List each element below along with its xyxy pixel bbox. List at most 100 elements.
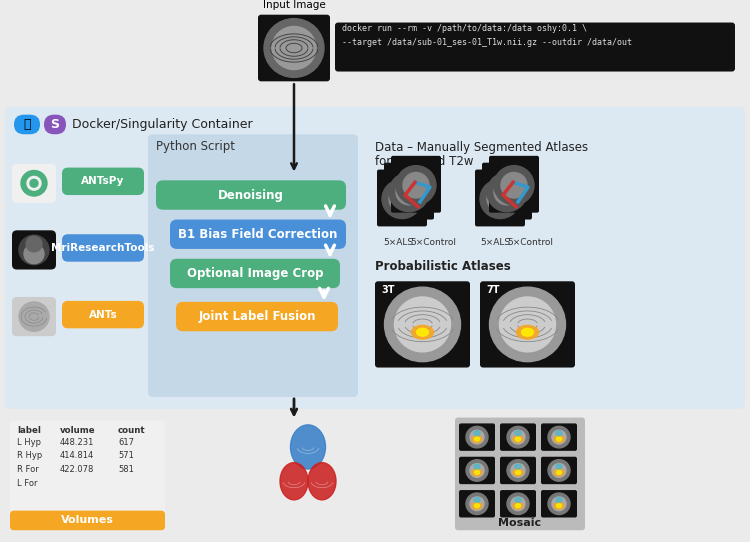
- FancyBboxPatch shape: [170, 220, 346, 249]
- FancyBboxPatch shape: [489, 156, 539, 212]
- FancyBboxPatch shape: [475, 170, 525, 227]
- FancyBboxPatch shape: [5, 107, 745, 409]
- Text: Docker/Singularity Container: Docker/Singularity Container: [72, 118, 253, 131]
- Text: Mosaic: Mosaic: [499, 518, 542, 528]
- Ellipse shape: [556, 470, 562, 474]
- Circle shape: [507, 460, 529, 481]
- Ellipse shape: [515, 431, 521, 436]
- Circle shape: [494, 166, 534, 205]
- Circle shape: [385, 287, 460, 362]
- Ellipse shape: [280, 463, 308, 500]
- Ellipse shape: [472, 436, 482, 442]
- FancyBboxPatch shape: [62, 167, 144, 195]
- Ellipse shape: [475, 504, 479, 508]
- Circle shape: [403, 172, 429, 198]
- FancyBboxPatch shape: [500, 457, 536, 484]
- Text: Joint Label Fusion: Joint Label Fusion: [198, 310, 316, 323]
- FancyBboxPatch shape: [541, 423, 577, 451]
- Text: 448.231: 448.231: [60, 437, 94, 447]
- FancyBboxPatch shape: [12, 230, 56, 269]
- Circle shape: [494, 179, 520, 205]
- Circle shape: [272, 27, 316, 69]
- Circle shape: [396, 166, 436, 205]
- Ellipse shape: [554, 436, 564, 442]
- Ellipse shape: [474, 431, 480, 436]
- Circle shape: [466, 427, 488, 448]
- Ellipse shape: [475, 470, 479, 474]
- Text: label: label: [17, 426, 40, 435]
- Circle shape: [507, 427, 529, 448]
- Circle shape: [487, 172, 527, 212]
- Circle shape: [466, 460, 488, 481]
- Text: 5×Control: 5×Control: [410, 237, 456, 247]
- Ellipse shape: [475, 437, 479, 441]
- Text: B1 Bias Field Correction: B1 Bias Field Correction: [178, 228, 338, 241]
- Text: 5×Control: 5×Control: [507, 237, 553, 247]
- Text: 581: 581: [118, 465, 134, 474]
- Text: 414.814: 414.814: [60, 451, 94, 460]
- Circle shape: [548, 427, 570, 448]
- Text: Data – Manually Segmented Atlases: Data – Manually Segmented Atlases: [375, 141, 588, 154]
- Text: 🐳: 🐳: [23, 118, 31, 131]
- Ellipse shape: [556, 431, 562, 436]
- Text: 571: 571: [118, 451, 134, 460]
- Text: docker run --rm -v /path/to/data:/data oshy:0.1 \
--target /data/sub-01_ses-01_T: docker run --rm -v /path/to/data:/data o…: [342, 24, 632, 47]
- Ellipse shape: [515, 464, 521, 469]
- FancyBboxPatch shape: [375, 281, 470, 367]
- Ellipse shape: [515, 470, 520, 474]
- FancyBboxPatch shape: [176, 302, 338, 331]
- FancyBboxPatch shape: [62, 234, 144, 262]
- Text: volume: volume: [60, 426, 96, 435]
- Circle shape: [470, 430, 484, 444]
- Circle shape: [548, 460, 570, 481]
- FancyBboxPatch shape: [500, 423, 536, 451]
- Circle shape: [480, 179, 520, 218]
- Ellipse shape: [517, 325, 538, 339]
- FancyBboxPatch shape: [377, 170, 427, 227]
- Circle shape: [511, 497, 525, 511]
- Text: ANTs: ANTs: [88, 309, 117, 320]
- FancyBboxPatch shape: [365, 136, 740, 401]
- FancyBboxPatch shape: [541, 490, 577, 518]
- Ellipse shape: [556, 498, 562, 502]
- FancyBboxPatch shape: [10, 511, 165, 530]
- Ellipse shape: [474, 498, 480, 502]
- Circle shape: [26, 236, 42, 252]
- Text: count: count: [118, 426, 146, 435]
- Circle shape: [19, 235, 49, 264]
- Text: L For: L For: [17, 479, 38, 488]
- FancyBboxPatch shape: [384, 163, 434, 220]
- Circle shape: [511, 430, 525, 444]
- Text: Volumes: Volumes: [61, 515, 114, 525]
- FancyBboxPatch shape: [12, 164, 56, 203]
- Text: 7T: 7T: [486, 285, 500, 295]
- Ellipse shape: [513, 436, 523, 442]
- Text: Denoising: Denoising: [218, 189, 284, 202]
- Text: 5×ALS: 5×ALS: [383, 237, 413, 247]
- FancyBboxPatch shape: [10, 421, 165, 530]
- Circle shape: [548, 493, 570, 514]
- Text: 5×ALS: 5×ALS: [480, 237, 510, 247]
- FancyBboxPatch shape: [480, 281, 575, 367]
- Circle shape: [30, 179, 38, 187]
- Circle shape: [500, 297, 556, 352]
- Ellipse shape: [515, 504, 520, 508]
- Circle shape: [24, 244, 44, 263]
- Circle shape: [552, 463, 566, 478]
- Ellipse shape: [554, 469, 564, 476]
- Ellipse shape: [474, 464, 480, 469]
- Circle shape: [490, 287, 566, 362]
- Circle shape: [389, 186, 415, 212]
- Text: R For: R For: [17, 465, 39, 474]
- Circle shape: [396, 179, 422, 205]
- FancyBboxPatch shape: [170, 259, 340, 288]
- Circle shape: [264, 18, 324, 78]
- Circle shape: [389, 172, 429, 212]
- Ellipse shape: [556, 504, 562, 508]
- Text: MriResearchTools: MriResearchTools: [51, 243, 154, 253]
- Circle shape: [27, 176, 41, 190]
- Circle shape: [466, 493, 488, 514]
- Ellipse shape: [513, 502, 523, 509]
- Text: Python Script: Python Script: [156, 139, 235, 152]
- Ellipse shape: [416, 328, 428, 336]
